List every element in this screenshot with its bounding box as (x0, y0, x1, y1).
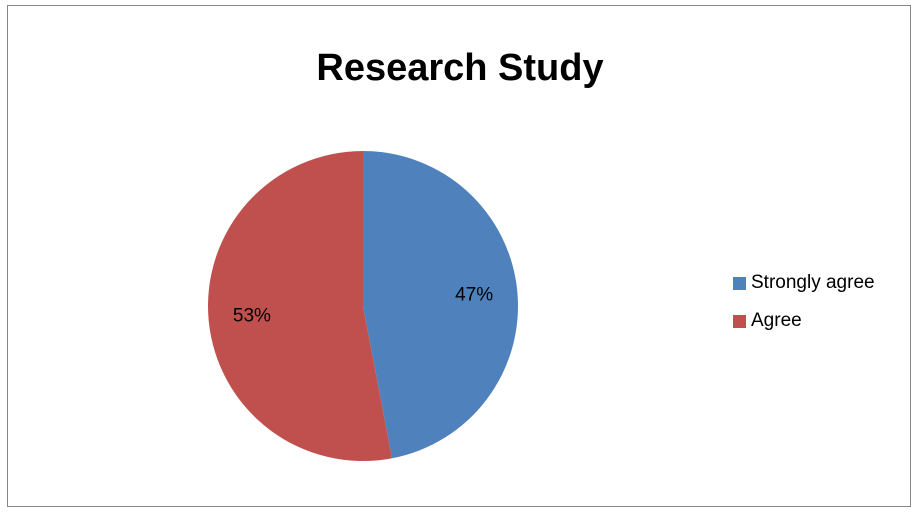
legend-item-strongly-agree: Strongly agree (733, 272, 875, 294)
legend-label-strongly-agree: Strongly agree (751, 272, 875, 293)
chart-title: Research Study (316, 47, 604, 89)
pie-chart: 47% 53% (207, 151, 518, 461)
pie-slice-strongly-agree (363, 151, 518, 459)
data-label-agree: 53% (233, 306, 271, 327)
legend-swatch-agree (733, 314, 746, 328)
legend-label-agree: Agree (751, 310, 802, 331)
pie-slice-agree (207, 151, 393, 461)
chart-area: Research Study 47% 53% Strongly agree Agr… (7, 5, 911, 507)
legend-item-agree: Agree (733, 310, 875, 332)
legend: Strongly agree Agree (733, 272, 875, 348)
legend-swatch-strongly-agree (733, 276, 746, 290)
data-label-strongly-agree: 47% (455, 285, 493, 306)
